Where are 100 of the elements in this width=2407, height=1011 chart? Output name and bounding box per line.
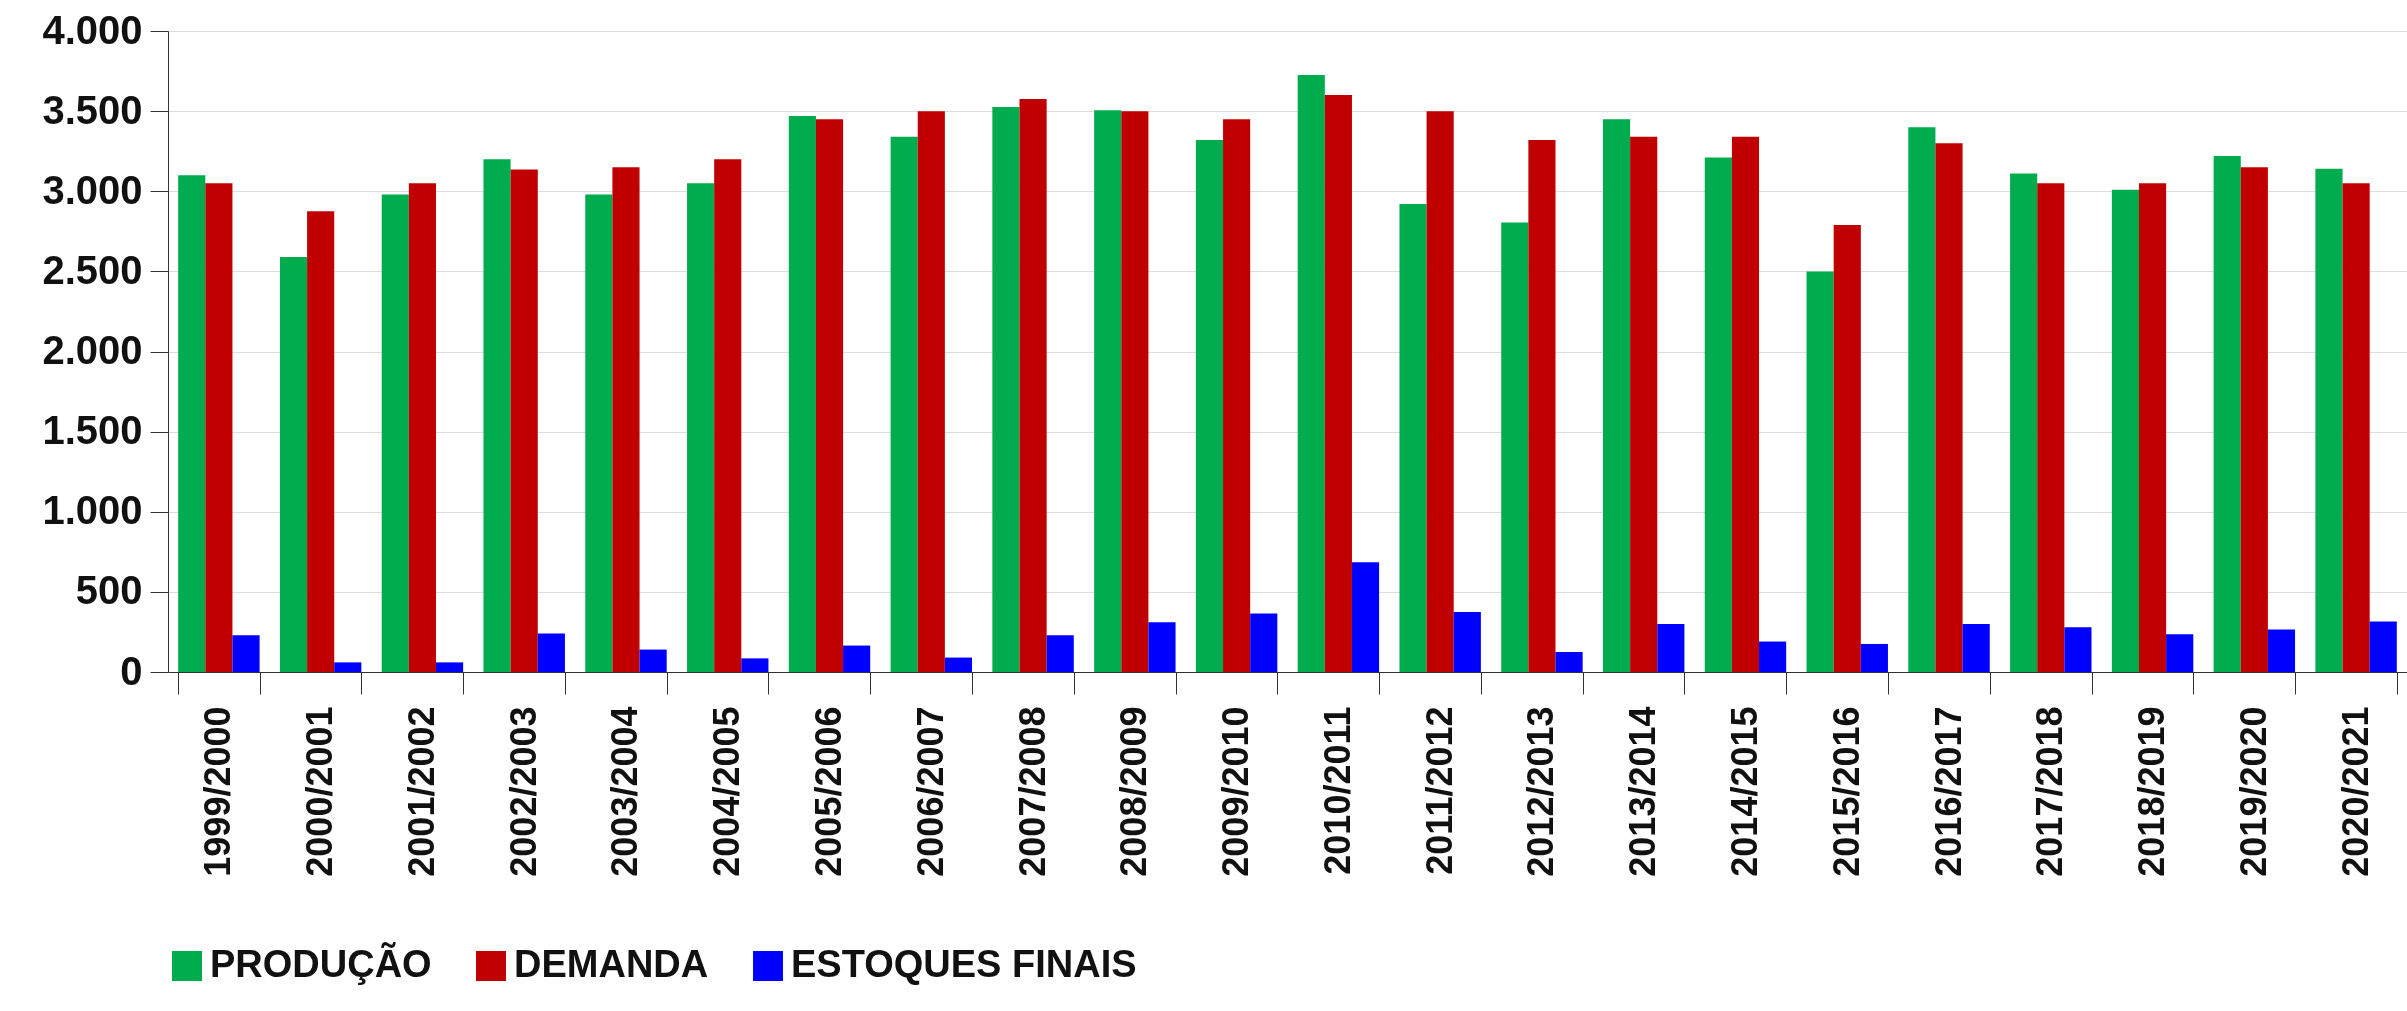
bar (1731, 136, 1760, 672)
x-tick-label: 2007/2008 (1011, 706, 1053, 877)
bar (2010, 173, 2038, 672)
bar (436, 662, 464, 672)
y-tick-label: 2.500 (42, 247, 143, 292)
x-tick-label: 2015/2016 (1825, 706, 1867, 877)
bar (1019, 99, 1047, 672)
bar (1195, 139, 1224, 672)
bar (1630, 136, 1658, 672)
bar (1094, 110, 1122, 672)
x-tick-label: 2014/2015 (1723, 706, 1765, 877)
x-tick-label: 2009/2010 (1215, 706, 1257, 877)
bar (1603, 119, 1631, 672)
bar (2342, 183, 2370, 672)
bar (2240, 167, 2268, 672)
x-tick-label: 1999/2000 (197, 706, 239, 877)
x-tick-label: 2003/2004 (604, 706, 646, 877)
bar (612, 167, 640, 672)
bar (2166, 634, 2194, 672)
x-tick-label: 2013/2014 (1622, 706, 1664, 877)
x-tick-label: 2000/2001 (299, 706, 341, 877)
bar (2315, 168, 2343, 672)
bar (917, 111, 945, 672)
y-tick-label: 0 (120, 648, 143, 693)
bar (408, 183, 436, 672)
bar (843, 645, 871, 672)
bar (1860, 643, 1888, 672)
x-tick-label: 2017/2018 (2029, 706, 2071, 877)
x-tick-label: 2006/2007 (909, 706, 951, 877)
bar (1223, 119, 1251, 672)
x-tick-label: 2002/2003 (502, 706, 544, 877)
x-tick-label: 2004/2005 (706, 706, 748, 877)
bar (1351, 562, 1380, 672)
bar (992, 107, 1020, 672)
legend-label: DEMANDA (514, 943, 709, 985)
bar (2064, 627, 2092, 672)
bar (2369, 621, 2397, 672)
bar (2267, 629, 2296, 672)
bar (585, 194, 613, 672)
bar (890, 136, 918, 672)
bar (687, 183, 715, 672)
bar (178, 175, 206, 672)
bar (944, 657, 972, 672)
bar (1501, 222, 1529, 672)
x-tick-label: 2018/2019 (2131, 706, 2173, 877)
x-tick-label: 2016/2017 (1927, 706, 1969, 877)
bar (1121, 111, 1149, 672)
y-tick-label: 1.000 (42, 488, 143, 533)
bar (639, 649, 667, 672)
bar (483, 159, 511, 672)
legend-label: PRODUÇÃO (210, 942, 432, 985)
x-tick-label: 2012/2013 (1520, 706, 1562, 877)
bar (1962, 623, 1990, 672)
bar (1426, 111, 1454, 672)
y-tick-label: 500 (75, 568, 143, 613)
bar (2213, 155, 2241, 672)
x-tick-label: 2011/2012 (1418, 706, 1460, 875)
x-tick-label: 2010/2011 (1316, 706, 1358, 875)
bar (815, 119, 844, 672)
bar (1935, 143, 1963, 672)
bar (1833, 224, 1861, 672)
bar (1297, 75, 1325, 672)
bar (1704, 157, 1732, 672)
bar (1148, 622, 1176, 672)
bar (2111, 189, 2139, 672)
bar (381, 194, 409, 672)
bar (1399, 204, 1427, 672)
bar (2037, 183, 2065, 672)
x-tick-label: 2001/2002 (400, 706, 442, 877)
bar (2139, 183, 2167, 672)
bar (279, 256, 308, 672)
bar (1759, 641, 1787, 672)
bar (788, 115, 816, 672)
bar (741, 658, 769, 672)
bar (714, 159, 742, 672)
x-tick-label: 2020/2021 (2334, 706, 2376, 877)
y-tick-label: 4.000 (42, 7, 143, 52)
bar (1453, 611, 1481, 672)
bar (232, 635, 260, 672)
bar (1528, 139, 1556, 672)
y-tick-label: 3.500 (42, 87, 143, 132)
y-tick-label: 1.500 (42, 408, 143, 453)
bar (205, 183, 233, 672)
y-tick-label: 2.000 (42, 328, 143, 372)
bar (1250, 613, 1278, 672)
x-tick-label: 2008/2009 (1113, 706, 1155, 877)
bar (537, 633, 565, 672)
bar (1555, 651, 1583, 672)
x-tick-label: 2005/2006 (808, 706, 850, 877)
bar (510, 169, 538, 672)
x-tick-label: 2019/2020 (2232, 706, 2274, 877)
bar (1046, 635, 1074, 672)
bar (1324, 95, 1352, 672)
y-tick-label: 3.000 (42, 167, 143, 212)
bar (1657, 623, 1685, 672)
legend-label: ESTOQUES FINAIS (791, 943, 1137, 985)
bar (1806, 271, 1834, 672)
bar (1908, 127, 1936, 672)
bar (307, 211, 335, 672)
bar (334, 662, 362, 672)
